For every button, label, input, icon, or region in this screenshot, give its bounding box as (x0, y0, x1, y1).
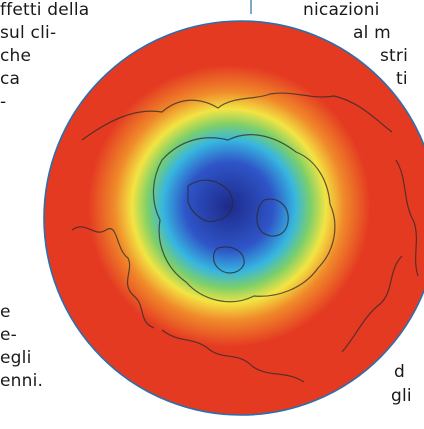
right-text-line-4: ti (396, 69, 408, 89)
left-text-line-9: enni. (0, 371, 44, 391)
right-text-line-5: d (394, 362, 405, 382)
left-text-line-2: sul cli- (0, 23, 57, 43)
left-text-line-4: ca (0, 69, 21, 89)
right-text-line-6: gli (391, 386, 412, 406)
ozone-globe-svg (43, 20, 424, 416)
ozone-disc (44, 21, 424, 415)
right-text-line-2: al m (353, 23, 391, 43)
left-text-line-7: e- (0, 325, 17, 345)
ozone-globe-figure (42, 0, 424, 429)
right-text-line-3: stri (380, 46, 409, 66)
globe-rim (43, 20, 424, 416)
left-text-line-6: e (0, 302, 11, 322)
coastlines (71, 92, 419, 383)
right-text-line-1: nicazioni (303, 0, 380, 20)
left-text-line-8: egli (0, 348, 32, 368)
column-divider (250, 0, 252, 14)
left-text-line-5: - (0, 92, 7, 112)
left-text-line-3: che (0, 46, 32, 66)
left-text-line-1: ffetti della (0, 0, 90, 20)
